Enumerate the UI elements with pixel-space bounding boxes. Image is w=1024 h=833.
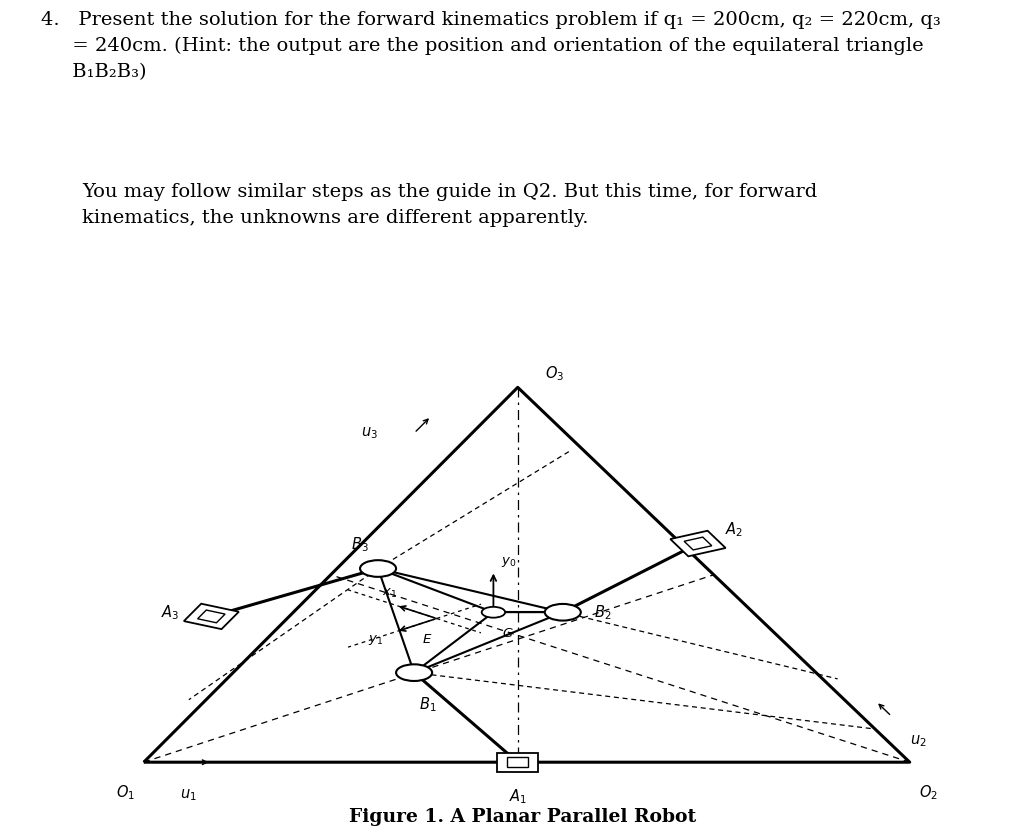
Polygon shape xyxy=(198,610,225,623)
Text: $A_2$: $A_2$ xyxy=(725,521,743,540)
Text: $y_0$: $y_0$ xyxy=(501,555,516,568)
Text: $x_1$: $x_1$ xyxy=(382,587,397,600)
Text: $u_2$: $u_2$ xyxy=(909,733,927,749)
Circle shape xyxy=(396,665,432,681)
Polygon shape xyxy=(671,531,726,556)
Circle shape xyxy=(481,606,505,618)
Text: $G$: $G$ xyxy=(503,626,514,640)
Polygon shape xyxy=(684,537,712,550)
Text: Figure 1. A Planar Parallel Robot: Figure 1. A Planar Parallel Robot xyxy=(348,808,696,826)
Text: 4.   Present the solution for the forward kinematics problem if q₁ = 200cm, q₂ =: 4. Present the solution for the forward … xyxy=(41,11,941,81)
Text: You may follow similar steps as the guide in Q2. But this time, for forward
kine: You may follow similar steps as the guid… xyxy=(82,183,817,227)
Text: $A_3$: $A_3$ xyxy=(162,603,180,621)
Polygon shape xyxy=(507,757,528,767)
Text: $B_2$: $B_2$ xyxy=(594,603,611,621)
Circle shape xyxy=(545,604,581,621)
Text: $y_1$: $y_1$ xyxy=(369,633,383,647)
Text: $B_1$: $B_1$ xyxy=(419,696,436,714)
Text: $x_0$: $x_0$ xyxy=(561,608,577,621)
Text: $B_3$: $B_3$ xyxy=(351,536,369,554)
Text: $A_1$: $A_1$ xyxy=(509,787,527,806)
Polygon shape xyxy=(184,604,239,629)
Text: $u_1$: $u_1$ xyxy=(180,787,198,803)
Text: $O_3$: $O_3$ xyxy=(545,365,564,383)
Text: $u_3$: $u_3$ xyxy=(361,426,378,441)
Text: $E$: $E$ xyxy=(422,633,432,646)
Text: $O_2$: $O_2$ xyxy=(919,783,938,801)
Circle shape xyxy=(360,561,396,576)
Text: $O_1$: $O_1$ xyxy=(116,783,135,801)
Polygon shape xyxy=(497,753,539,771)
